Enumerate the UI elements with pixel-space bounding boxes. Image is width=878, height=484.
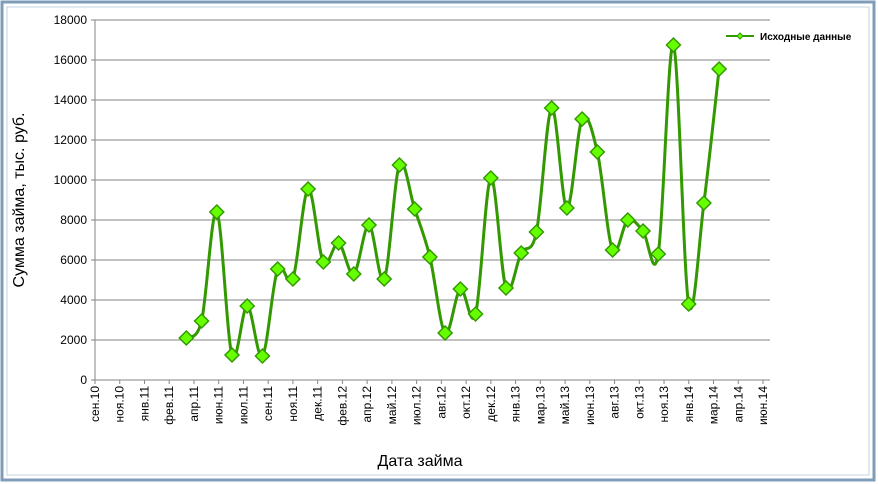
x-tick-label: июл.12 — [410, 386, 424, 425]
x-tick-label: сен.11 — [261, 386, 275, 421]
marker — [574, 110, 591, 128]
marker — [619, 211, 636, 229]
x-tick-label: июн.11 — [212, 386, 226, 424]
marker — [178, 329, 195, 347]
marker — [406, 200, 423, 218]
marker — [239, 297, 256, 315]
y-tick-label: 12000 — [54, 133, 88, 147]
marker — [650, 245, 667, 263]
marker — [497, 279, 515, 297]
x-tick-label: ноя.13 — [657, 386, 671, 423]
x-tick-label: май.13 — [558, 386, 572, 425]
x-tick-label: сен.10 — [88, 386, 102, 422]
y-tick-label: 16000 — [54, 53, 88, 67]
marker — [315, 253, 332, 271]
y-tick-label: 4000 — [60, 293, 87, 307]
marker — [360, 216, 378, 234]
marker — [665, 36, 682, 54]
marker — [208, 203, 225, 221]
x-tick-label: июн.13 — [583, 386, 597, 425]
x-tick-label: окт.12 — [459, 386, 473, 419]
legend-label: Исходные данные — [760, 32, 852, 43]
marker — [391, 156, 408, 174]
y-tick-label: 6000 — [60, 253, 87, 267]
x-tick-label: ноя.11 — [286, 386, 300, 422]
marker — [437, 324, 454, 342]
marker — [376, 270, 393, 288]
y-tick-label: 18000 — [54, 13, 88, 27]
x-tick-label: мар.14 — [707, 386, 721, 425]
x-tick-label: янв.11 — [137, 386, 151, 422]
legend-marker — [736, 32, 744, 40]
x-tick-label: июн.14 — [756, 386, 770, 425]
marker — [284, 270, 301, 288]
x-tick-label: дек.11 — [311, 386, 325, 421]
x-tick-label: фев.11 — [162, 386, 176, 425]
inner-frame — [6, 6, 870, 476]
marker — [680, 295, 697, 313]
x-tick-label: май.12 — [385, 386, 399, 425]
y-axis-label: Сумма займа, тыс. руб. — [11, 113, 28, 288]
marker — [695, 194, 712, 212]
marker — [421, 248, 438, 266]
marker — [482, 169, 499, 187]
x-tick-label: фев.12 — [335, 386, 349, 426]
marker — [254, 347, 271, 365]
x-tick-label: апр.11 — [187, 386, 201, 422]
x-tick-label: окт.13 — [632, 386, 646, 419]
marker — [467, 305, 484, 323]
marker — [589, 143, 606, 161]
x-tick-label: мар.13 — [533, 386, 547, 425]
x-axis-label: Дата займа — [378, 453, 463, 470]
marker — [193, 312, 210, 330]
x-tick-label: янв.13 — [509, 386, 523, 423]
marker — [604, 241, 621, 259]
x-tick-label: янв.14 — [682, 386, 696, 423]
x-tick-label: авг.12 — [434, 386, 448, 419]
x-tick-label: авг.13 — [608, 386, 622, 419]
marker — [300, 180, 317, 198]
marker — [711, 60, 728, 78]
x-tick-label: ноя.10 — [113, 386, 127, 423]
x-tick-label: апр.12 — [360, 386, 374, 423]
marker — [634, 222, 652, 240]
y-tick-label: 0 — [80, 373, 87, 387]
marker — [269, 260, 286, 278]
marker — [223, 346, 241, 364]
x-tick-label: июл.11 — [236, 386, 250, 425]
x-tick-label: апр.14 — [731, 386, 745, 423]
marker — [452, 280, 469, 298]
marker — [345, 265, 362, 283]
marker — [513, 244, 530, 262]
marker — [330, 234, 347, 252]
y-tick-label: 8000 — [60, 213, 87, 227]
y-tick-label: 2000 — [60, 333, 87, 347]
marker — [528, 223, 545, 241]
y-tick-label: 14000 — [54, 93, 88, 107]
marker — [558, 199, 575, 217]
x-tick-label: дек.12 — [484, 386, 498, 422]
y-tick-label: 10000 — [54, 173, 88, 187]
marker — [543, 99, 560, 117]
